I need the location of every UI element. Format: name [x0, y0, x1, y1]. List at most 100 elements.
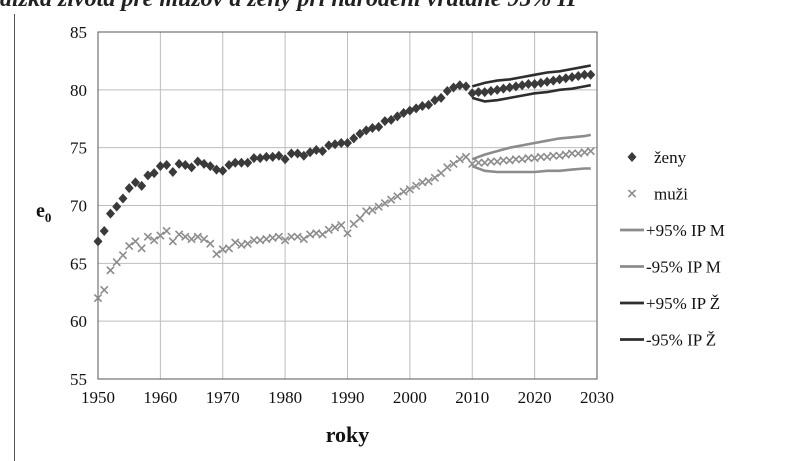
data-point-s0-1989 — [336, 138, 346, 149]
chart-frame-left-border — [14, 14, 15, 461]
data-point-s1-1967 — [199, 234, 209, 244]
x-tick-label-2000: 2000 — [393, 388, 427, 407]
data-point-s0-1979 — [274, 150, 284, 161]
data-point-s1-2029 — [586, 146, 595, 156]
data-point-s0-1950 — [93, 236, 103, 247]
legend-label-1: muži — [654, 185, 688, 204]
data-point-s1-2007 — [449, 159, 458, 169]
page-title: dlžka života pre mužov a ženy pri narode… — [0, 0, 797, 16]
data-point-s1-1959 — [149, 236, 159, 245]
y-tick-label-65: 65 — [70, 254, 87, 273]
data-point-s1-1972 — [231, 238, 240, 247]
data-point-s0-1981 — [286, 148, 296, 159]
x-tick-label-1960: 1960 — [143, 388, 177, 407]
x-tick-label-1990: 1990 — [331, 388, 365, 407]
data-point-s1-1964 — [181, 232, 190, 241]
data-point-s1-1995 — [374, 202, 383, 211]
data-point-s1-1998 — [393, 192, 402, 201]
legend: ženy muži +95% IP M -95% IP M +95% IP Ž -95% … — [620, 148, 725, 350]
x-tick-label-1950: 1950 — [81, 388, 115, 407]
data-point-s1-2010 — [468, 159, 477, 169]
data-point-s1-2015 — [499, 156, 508, 165]
data-point-s1-1958 — [143, 232, 153, 241]
data-point-s0-1977 — [261, 151, 271, 162]
data-point-s0-1978 — [268, 151, 278, 162]
data-point-s1-1981 — [287, 232, 296, 241]
y-tick-label-75: 75 — [70, 139, 87, 158]
data-point-s1-1986 — [318, 230, 327, 239]
data-point-s0-2006 — [442, 85, 452, 96]
y-axis-tick-labels: 55 60 65 70 75 80 85 — [70, 23, 87, 389]
data-point-s1-1991 — [349, 219, 358, 229]
data-point-s0-2016 — [505, 82, 515, 93]
data-point-s0-1975 — [249, 153, 259, 164]
data-point-s1-1997 — [386, 195, 396, 204]
y-tick-label-80: 80 — [70, 81, 87, 100]
data-point-s1-1952 — [106, 266, 115, 275]
data-point-s1-1992 — [355, 214, 365, 223]
data-point-s1-2008 — [455, 155, 464, 164]
data-point-s0-1986 — [318, 146, 328, 157]
data-point-s0-2008 — [455, 80, 465, 91]
data-point-s1-2023 — [549, 151, 558, 160]
data-point-s0-1990 — [343, 138, 352, 149]
data-point-s1-1990 — [343, 229, 352, 238]
data-point-s1-1978 — [268, 233, 277, 243]
data-point-s0-2024 — [555, 74, 565, 85]
legend-label-3: -95% IP M — [646, 258, 721, 277]
x-axis-tick-labels: 1950 1960 1970 1980 1990 2000 2010 2020 2030 — [81, 388, 614, 407]
legend-marker-1 — [627, 189, 637, 198]
data-point-s0-1991 — [349, 133, 359, 144]
data-point-s1-1996 — [380, 199, 390, 208]
data-point-s0-2002 — [417, 101, 427, 112]
data-point-s0-1980 — [280, 154, 290, 165]
data-point-s1-2011 — [474, 158, 483, 167]
data-point-s1-2022 — [542, 152, 552, 162]
data-point-s1-2003 — [424, 177, 433, 186]
data-point-s1-1988 — [330, 223, 340, 232]
data-point-s1-2000 — [405, 185, 415, 194]
data-point-s1-1951 — [100, 285, 109, 295]
data-point-s1-1976 — [256, 236, 265, 245]
data-point-s0-1954 — [118, 193, 128, 204]
data-point-s1-2020 — [530, 153, 539, 163]
data-point-s1-2006 — [443, 163, 452, 172]
data-point-s1-1985 — [312, 229, 321, 238]
data-point-s0-1995 — [374, 121, 384, 132]
data-point-s1-1957 — [137, 244, 146, 253]
y-tick-label-60: 60 — [70, 312, 87, 331]
data-point-s1-1973 — [237, 240, 246, 249]
data-point-s0-1965 — [187, 162, 197, 173]
data-point-s1-1974 — [243, 239, 252, 248]
data-point-s1-1982 — [293, 232, 302, 241]
data-point-s0-2017 — [511, 81, 521, 92]
data-point-s0-1970 — [218, 165, 228, 176]
data-point-s1-2012 — [480, 158, 489, 167]
data-point-s1-1971 — [224, 244, 234, 253]
data-point-s0-2027 — [573, 70, 583, 81]
data-point-s0-1996 — [380, 116, 390, 127]
data-point-s0-2003 — [424, 99, 434, 110]
legend-label-5: -95% IP Ž — [646, 331, 716, 350]
data-point-s1-1968 — [206, 239, 215, 248]
data-point-s0-2013 — [486, 85, 496, 96]
data-point-s1-1987 — [324, 225, 333, 234]
data-point-s0-1974 — [243, 157, 253, 168]
legend-marker-0 — [627, 152, 637, 162]
confidence-interval-lines — [471, 64, 592, 174]
series-line-2 — [471, 133, 592, 161]
data-point-s1-2009 — [461, 152, 471, 162]
data-point-s0-2023 — [548, 75, 558, 86]
data-point-s1-1975 — [249, 236, 259, 245]
data-point-s1-2025 — [561, 150, 570, 159]
legend-label-4: +95% IP Ž — [646, 294, 720, 313]
data-point-s0-1997 — [386, 114, 396, 125]
x-tick-label-1970: 1970 — [206, 388, 240, 407]
data-point-s1-1954 — [118, 251, 128, 260]
data-point-s1-1965 — [187, 234, 196, 244]
data-point-s0-2012 — [480, 87, 490, 98]
series-line-5 — [471, 83, 592, 103]
data-point-s1-2013 — [486, 157, 496, 166]
series-line-3 — [471, 164, 591, 174]
